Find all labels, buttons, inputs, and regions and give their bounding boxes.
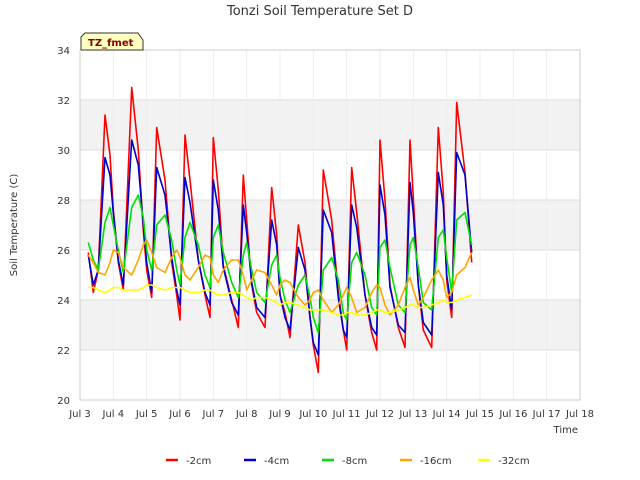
y-tick-label: 20 (57, 396, 70, 407)
x-tick-label: Jul 5 (135, 409, 158, 420)
y-tick-label: 24 (57, 296, 70, 307)
y-tick-label: 30 (57, 146, 70, 157)
x-tick-label: Jul 17 (532, 409, 561, 420)
legend-label: -16cm (420, 456, 452, 467)
band (80, 100, 580, 150)
station-tag: TZ_fmet (80, 32, 144, 51)
x-tick-label: Jul 8 (235, 409, 258, 420)
series-line-8cmcm (87, 194, 473, 334)
x-axis-label: Time (553, 425, 578, 436)
x-tick-label: Jul 18 (565, 409, 594, 420)
legend-item: -2cm (166, 456, 211, 467)
y-axis-label: Soil Temperature (C) (9, 174, 20, 277)
legend: -2cm -4cm -8cm -16cm -32cm (166, 456, 530, 467)
legend-item: -32cm (478, 456, 530, 467)
station-tag-box (80, 32, 144, 51)
legend-label: -8cm (342, 456, 367, 467)
x-tick-label: Jul 4 (102, 409, 125, 420)
legend-label: -2cm (186, 456, 211, 467)
x-tick-label: Jul 9 (268, 409, 291, 420)
x-tick-label: Jul 10 (298, 409, 327, 420)
x-tick-label: Jul 16 (498, 409, 527, 420)
x-tick-label: Jul 3 (68, 409, 91, 420)
legend-item: -16cm (400, 456, 452, 467)
band (80, 300, 580, 350)
x-tick-label: Jul 7 (202, 409, 225, 420)
legend-label: -4cm (264, 456, 289, 467)
x-tick-label: Jul 14 (432, 409, 461, 420)
chart-title: Tonzi Soil Temperature Set D (226, 4, 413, 19)
x-tick-label: Jul 13 (398, 409, 427, 420)
legend-item: -4cm (244, 456, 289, 467)
y-tick-label: 34 (57, 46, 70, 57)
legend-label: -32cm (498, 456, 530, 467)
series-lines (87, 86, 473, 374)
y-tick-label: 32 (57, 96, 70, 107)
station-tag-label: TZ_fmet (88, 38, 134, 49)
series-line-32cmcm (88, 284, 472, 316)
x-tick-label: Jul 12 (365, 409, 394, 420)
series-line-16cmcm (87, 239, 473, 316)
x-tick-label: Jul 6 (168, 409, 191, 420)
y-tick-label: 22 (57, 346, 70, 357)
legend-item: -8cm (322, 456, 367, 467)
x-tick-label: Jul 15 (465, 409, 494, 420)
plot-area (79, 49, 581, 401)
y-tick-label: 28 (57, 196, 70, 207)
y-tick-label: 26 (57, 246, 70, 257)
y-axis-ticks: 20 22 24 26 28 30 32 34 (57, 46, 70, 407)
x-axis-ticks: Jul 3 Jul 4 Jul 5 Jul 6 Jul 7 Jul 8 Jul 9 Jul 1… (68, 409, 594, 420)
plot-background-bands (80, 50, 580, 400)
x-tick-label: Jul 11 (332, 409, 361, 420)
